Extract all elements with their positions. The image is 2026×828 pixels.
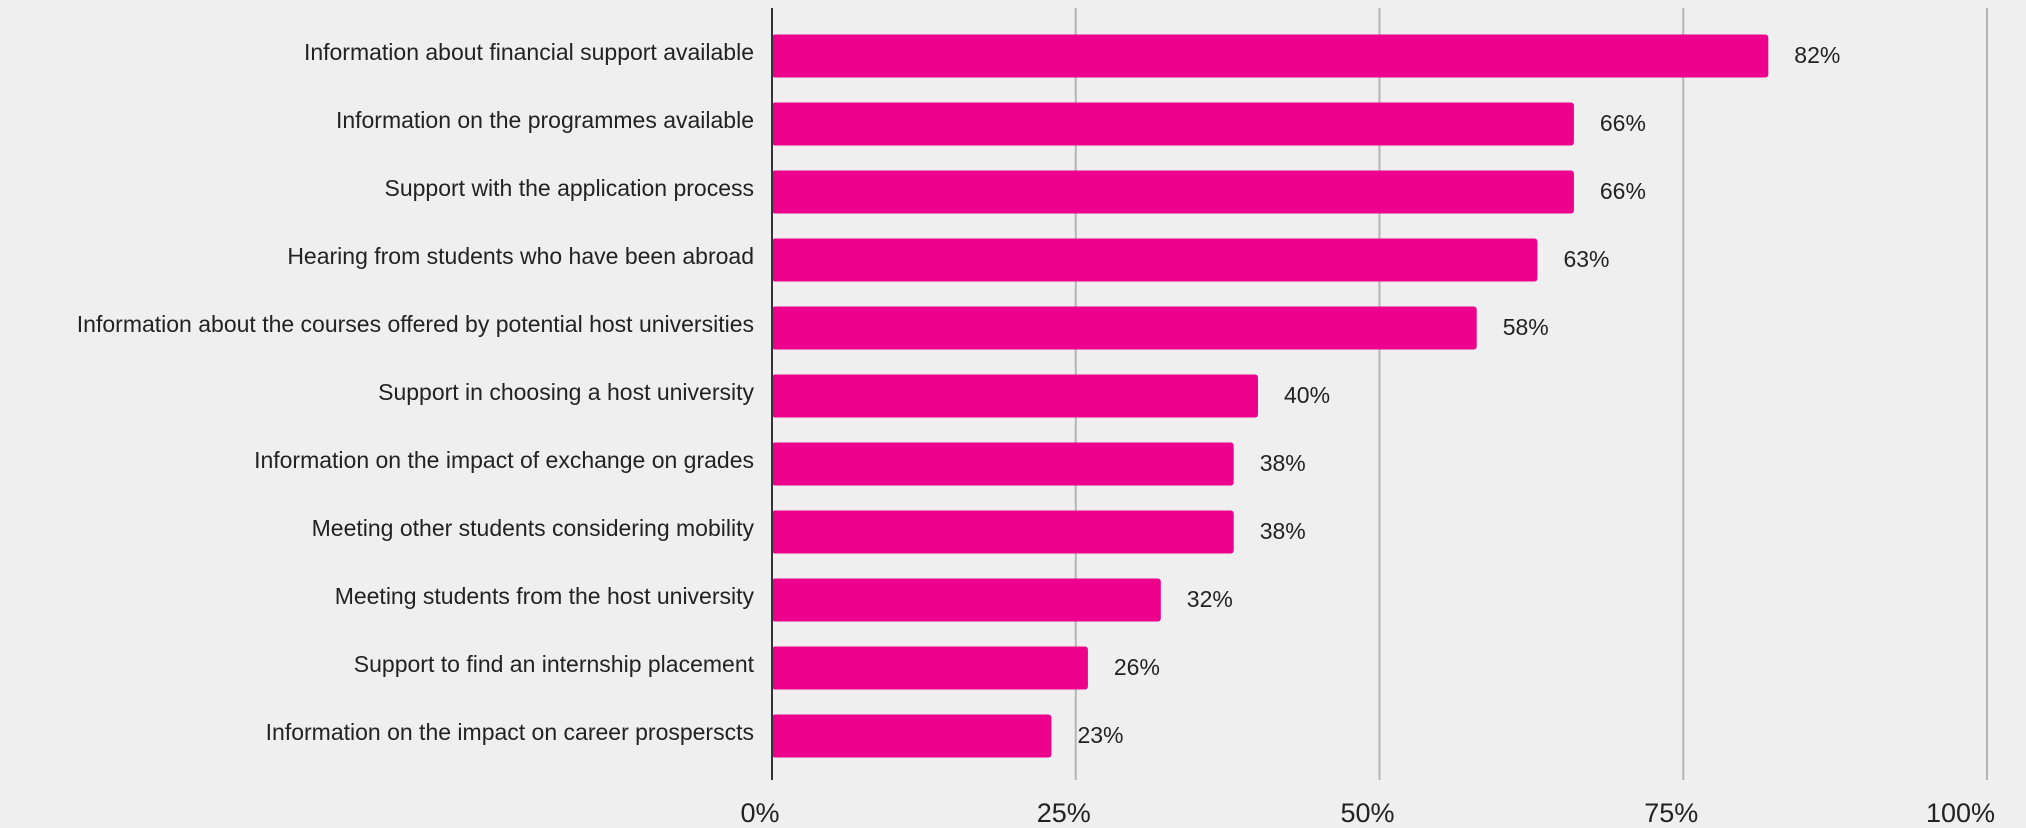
value-label: 26%	[1114, 654, 1160, 680]
value-label: 38%	[1260, 518, 1306, 544]
value-label: 66%	[1600, 178, 1646, 204]
y-tick-label: Hearing from students who have been abro…	[287, 243, 754, 269]
value-label: 32%	[1187, 586, 1233, 612]
value-label: 66%	[1600, 110, 1646, 136]
x-tick-label: 50%	[1340, 798, 1394, 828]
bar	[772, 510, 1234, 554]
y-tick-label: Support in choosing a host university	[378, 379, 754, 405]
y-tick-label: Information on the impact of exchange on…	[254, 447, 754, 473]
x-tick-label: 75%	[1644, 798, 1698, 828]
bar	[772, 238, 1538, 282]
x-tick-label: 0%	[740, 798, 779, 828]
bar	[772, 34, 1769, 78]
value-label: 23%	[1077, 722, 1123, 748]
x-tick-label: 100%	[1926, 798, 1995, 828]
bar	[772, 714, 1052, 758]
x-tick-label: 25%	[1037, 798, 1091, 828]
y-tick-label: Meeting students from the host universit…	[335, 583, 755, 609]
bar	[772, 102, 1574, 146]
value-label: 82%	[1794, 42, 1840, 68]
y-tick-label: Information about financial support avai…	[304, 39, 754, 65]
bar	[772, 170, 1574, 214]
bar	[772, 442, 1234, 486]
value-label: 58%	[1503, 314, 1549, 340]
y-tick-label: Information on the programmes available	[336, 107, 754, 133]
bar	[772, 374, 1258, 418]
y-tick-label: Meeting other students considering mobil…	[312, 515, 755, 541]
y-tick-label: Support to find an internship placement	[354, 651, 755, 677]
y-tick-label: Information about the courses offered by…	[77, 311, 754, 337]
y-tick-label: Support with the application process	[385, 175, 755, 201]
y-tick-label: Information on the impact on career pros…	[266, 719, 754, 745]
value-label: 38%	[1260, 450, 1306, 476]
bar	[772, 306, 1477, 350]
bar	[772, 646, 1088, 690]
value-label: 63%	[1563, 246, 1609, 272]
bar	[772, 578, 1161, 622]
value-label: 40%	[1284, 382, 1330, 408]
